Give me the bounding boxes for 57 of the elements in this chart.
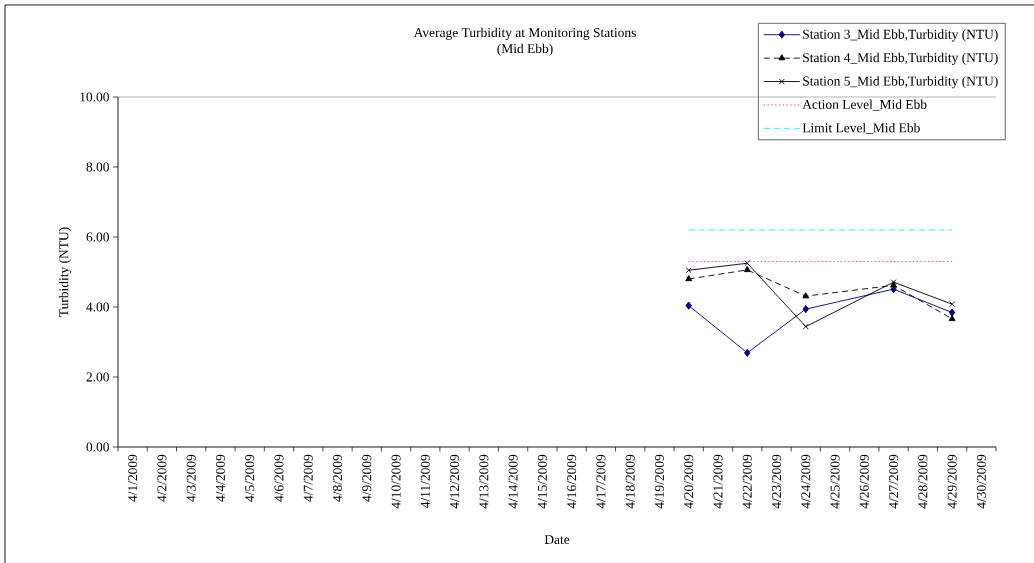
y-tick-label: 6.00 bbox=[86, 232, 109, 242]
x-tick-label: 4/9/2009 bbox=[362, 454, 372, 502]
x-tick-label: 4/12/2009 bbox=[450, 454, 460, 509]
point bbox=[744, 260, 751, 267]
legend-label: Station 5_Mid Ebb,Turbidity (NTU) bbox=[803, 76, 998, 89]
x-tick-label: 4/18/2009 bbox=[625, 454, 635, 509]
y-tick-label: 4.00 bbox=[86, 302, 109, 312]
point bbox=[802, 305, 809, 314]
y-tick-label: 10.00 bbox=[80, 92, 109, 102]
chart-subtitle: (Mid Ebb) bbox=[497, 43, 553, 56]
legend-label: Limit Level_Mid Ebb bbox=[802, 122, 920, 135]
x-tick-label: 4/3/2009 bbox=[186, 454, 196, 502]
x-tick-label: 4/1/2009 bbox=[128, 454, 138, 502]
chart-title: Average Turbidity at Monitoring Stations bbox=[413, 27, 636, 40]
legend-label: Station 4_Mid Ebb,Turbidity (NTU) bbox=[803, 52, 998, 65]
x-tick-label: 4/20/2009 bbox=[684, 454, 694, 509]
point bbox=[744, 348, 751, 357]
point bbox=[948, 315, 956, 322]
x-tick-label: 4/14/2009 bbox=[508, 454, 518, 509]
legend-label: Station 3_Mid Ebb,Turbidity (NTU) bbox=[803, 29, 998, 42]
x-tick-label: 4/2/2009 bbox=[157, 454, 167, 502]
point bbox=[685, 301, 692, 310]
point bbox=[685, 275, 693, 282]
point bbox=[802, 323, 809, 330]
x-tick-label: 4/21/2009 bbox=[713, 454, 723, 509]
x-tick-label: 4/6/2009 bbox=[274, 454, 284, 502]
y-axis-title: Turbidity (NTU) bbox=[58, 227, 72, 317]
point bbox=[685, 267, 692, 274]
x-tick-label: 4/8/2009 bbox=[332, 454, 343, 502]
x-tick-label: 4/4/2009 bbox=[215, 454, 225, 502]
x-tick-label: 4/22/2009 bbox=[742, 454, 752, 509]
y-tick-label: 2.00 bbox=[86, 372, 109, 382]
x-tick-label: 4/17/2009 bbox=[596, 454, 606, 509]
point bbox=[949, 301, 956, 308]
y-tick-label: 8.00 bbox=[86, 162, 109, 172]
x-tick-label: 4/19/2009 bbox=[654, 454, 664, 509]
x-tick-label: 4/13/2009 bbox=[479, 454, 489, 509]
x-tick-label: 4/5/2009 bbox=[245, 454, 255, 502]
point bbox=[802, 292, 810, 299]
y-tick-label: 0.00 bbox=[86, 442, 109, 452]
x-tick-label: 4/28/2009 bbox=[918, 454, 928, 509]
x-tick-label: 4/27/2009 bbox=[889, 454, 899, 509]
x-tick-label: 4/7/2009 bbox=[303, 454, 313, 502]
point bbox=[743, 266, 751, 273]
point bbox=[948, 308, 956, 317]
x-axis-title: Date bbox=[544, 535, 570, 545]
x-tick-label: 4/25/2009 bbox=[830, 454, 840, 509]
x-tick-label: 4/26/2009 bbox=[859, 454, 869, 509]
legend-label: Action Level_Mid Ebb bbox=[802, 99, 927, 111]
x-tick-label: 4/23/2009 bbox=[771, 454, 782, 509]
x-tick-label: 4/30/2009 bbox=[976, 454, 986, 509]
x-tick-label: 4/24/2009 bbox=[801, 454, 811, 509]
x-tick-label: 4/16/2009 bbox=[567, 454, 577, 509]
x-tick-label: 4/11/2009 bbox=[420, 454, 430, 508]
x-tick-label: 4/10/2009 bbox=[391, 454, 401, 509]
x-tick-label: 4/29/2009 bbox=[947, 454, 957, 509]
x-tick-label: 4/15/2009 bbox=[537, 454, 547, 509]
